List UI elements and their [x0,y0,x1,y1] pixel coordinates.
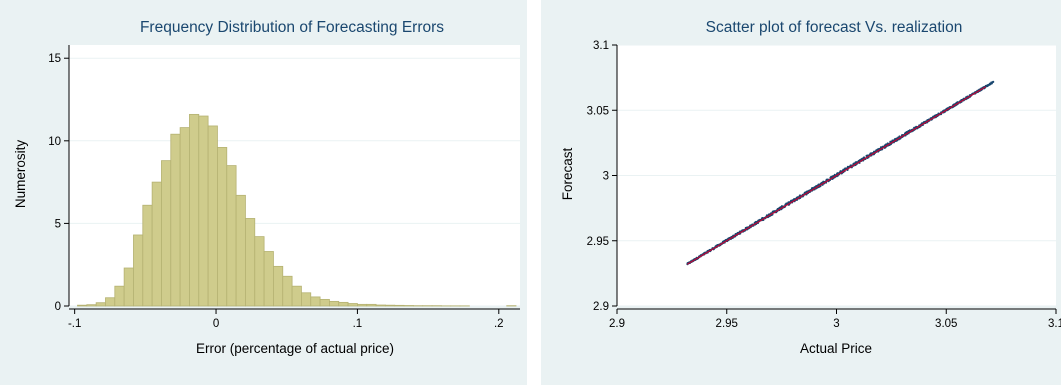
histogram-x-tick-label: .2 [494,318,504,330]
histogram-bar [171,134,180,306]
histogram-bar [143,205,152,306]
scatter-x-axis-label: Actual Price [800,341,872,356]
histogram-bar [367,304,376,306]
scatter-x-tick-label: 3.05 [935,318,957,330]
histogram-title: Frequency Distribution of Forecasting Er… [140,19,444,36]
scatter-x-tick-label: 3.1 [1048,318,1061,330]
histogram-bar [236,195,245,306]
histogram-bar [292,286,301,306]
scatter-y-tick-label: 2.95 [587,236,609,248]
histogram-y-axis-label: Numerosity [13,140,28,209]
histogram-bar [273,266,282,306]
histogram-bar [245,218,254,306]
histogram-bar [348,304,357,306]
histogram-bar [105,298,114,306]
histogram-bar [255,237,264,306]
histogram-bar [395,305,404,306]
histogram-y-tick-label: 5 [55,218,61,230]
scatter-y-tick-label: 2.9 [593,301,609,313]
histogram-panel: Frequency Distribution of Forecasting Er… [0,0,527,385]
histogram-y-tick-label: 0 [55,301,61,313]
histogram-bar [189,114,198,306]
histogram-bar [124,268,133,306]
histogram-bar [208,126,217,306]
scatter-x-tick-label: 2.95 [716,318,738,330]
histogram-bar [152,182,161,306]
scatter-y-tick-label: 3.05 [587,105,609,117]
histogram-y-tick-label: 10 [48,136,61,148]
scatter-y-axis-label: Forecast [560,147,575,200]
histogram-bar [199,116,208,306]
histogram-bar [96,303,105,306]
histogram-bar [385,305,394,306]
histogram-x-axis-label: Error (percentage of actual price) [196,341,394,356]
histogram-bar [376,305,385,306]
histogram-y-tick-label: 15 [48,53,61,65]
histogram-bar [301,293,310,306]
histogram-x-tick-label: 0 [213,318,219,330]
histogram-bar [227,166,236,306]
histogram-bar [320,299,329,306]
histogram-bar [161,161,170,306]
scatter-y-tick-label: 3 [603,171,609,183]
histogram-bar [87,305,96,306]
scatter-x-tick-label: 2.9 [609,318,625,330]
histogram-x-tick-label: -.1 [68,318,81,330]
scatter-x-tick-label: 3 [833,318,839,330]
histogram-bar [115,286,124,306]
scatter-y-tick-label: 3.1 [593,40,609,52]
histogram-x-tick-label: .1 [353,318,363,330]
histogram-bar [357,304,366,306]
scatter-panel: Scatter plot of forecast Vs. realization… [541,0,1061,385]
histogram-bar [217,147,226,306]
histogram-bar [133,235,142,306]
histogram-bar [311,297,320,306]
scatter-point [992,81,994,83]
histogram-bar [339,302,348,306]
histogram-bar [329,301,338,306]
histogram-bar [77,305,86,306]
scatter-title: Scatter plot of forecast Vs. realization [706,19,963,36]
histogram-bar [264,251,273,306]
histogram-bar [180,128,189,306]
histogram-bar [283,276,292,306]
